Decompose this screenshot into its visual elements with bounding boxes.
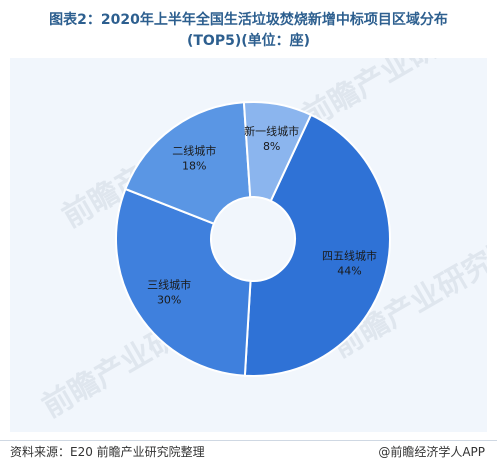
chart-panel: 前瞻产业研究院前瞻产业研究院前瞻产业研究院前瞻产业研究院 四五线城市44%三线城… — [10, 58, 487, 432]
footer-divider — [0, 440, 497, 441]
slice-value-label-1: 44% — [337, 264, 361, 277]
slice-category-label-2: 三线城市 — [147, 278, 191, 292]
slice-2 — [115, 187, 252, 377]
footer: 资料来源：E20 前瞻产业研究院整理 @前瞻经济学人APP — [0, 440, 497, 464]
title-line-1: 图表2：2020年上半年全国生活垃圾焚烧新增中标项目区域分布 — [49, 12, 448, 28]
slice-value-label-4: 8% — [263, 140, 280, 153]
title-line-2: (TOP5)(单位：座) — [186, 33, 311, 49]
donut-chart: 前瞻产业研究院前瞻产业研究院前瞻产业研究院前瞻产业研究院 四五线城市44%三线城… — [37, 58, 488, 425]
source-note: 资料来源：E20 前瞻产业研究院整理 — [10, 445, 205, 459]
chart-title: 图表2：2020年上半年全国生活垃圾焚烧新增中标项目区域分布 (TOP5)(单位… — [0, 10, 497, 52]
slice-category-label-1: 四五线城市 — [322, 248, 377, 262]
slice-value-label-3: 18% — [182, 160, 206, 173]
slice-category-label-4: 新一线城市 — [244, 124, 299, 138]
slice-4 — [242, 101, 313, 203]
brand-credit: @前瞻经济学人APP — [378, 445, 485, 459]
slice-category-label-3: 二线城市 — [172, 144, 216, 158]
slice-labels: 四五线城市 44% 三线城市 30% 二线城市 18% 新一线城市 8% — [147, 124, 377, 306]
slice-value-label-2: 30% — [157, 294, 181, 307]
slice-3 — [124, 101, 252, 225]
donut-slices — [115, 101, 392, 377]
